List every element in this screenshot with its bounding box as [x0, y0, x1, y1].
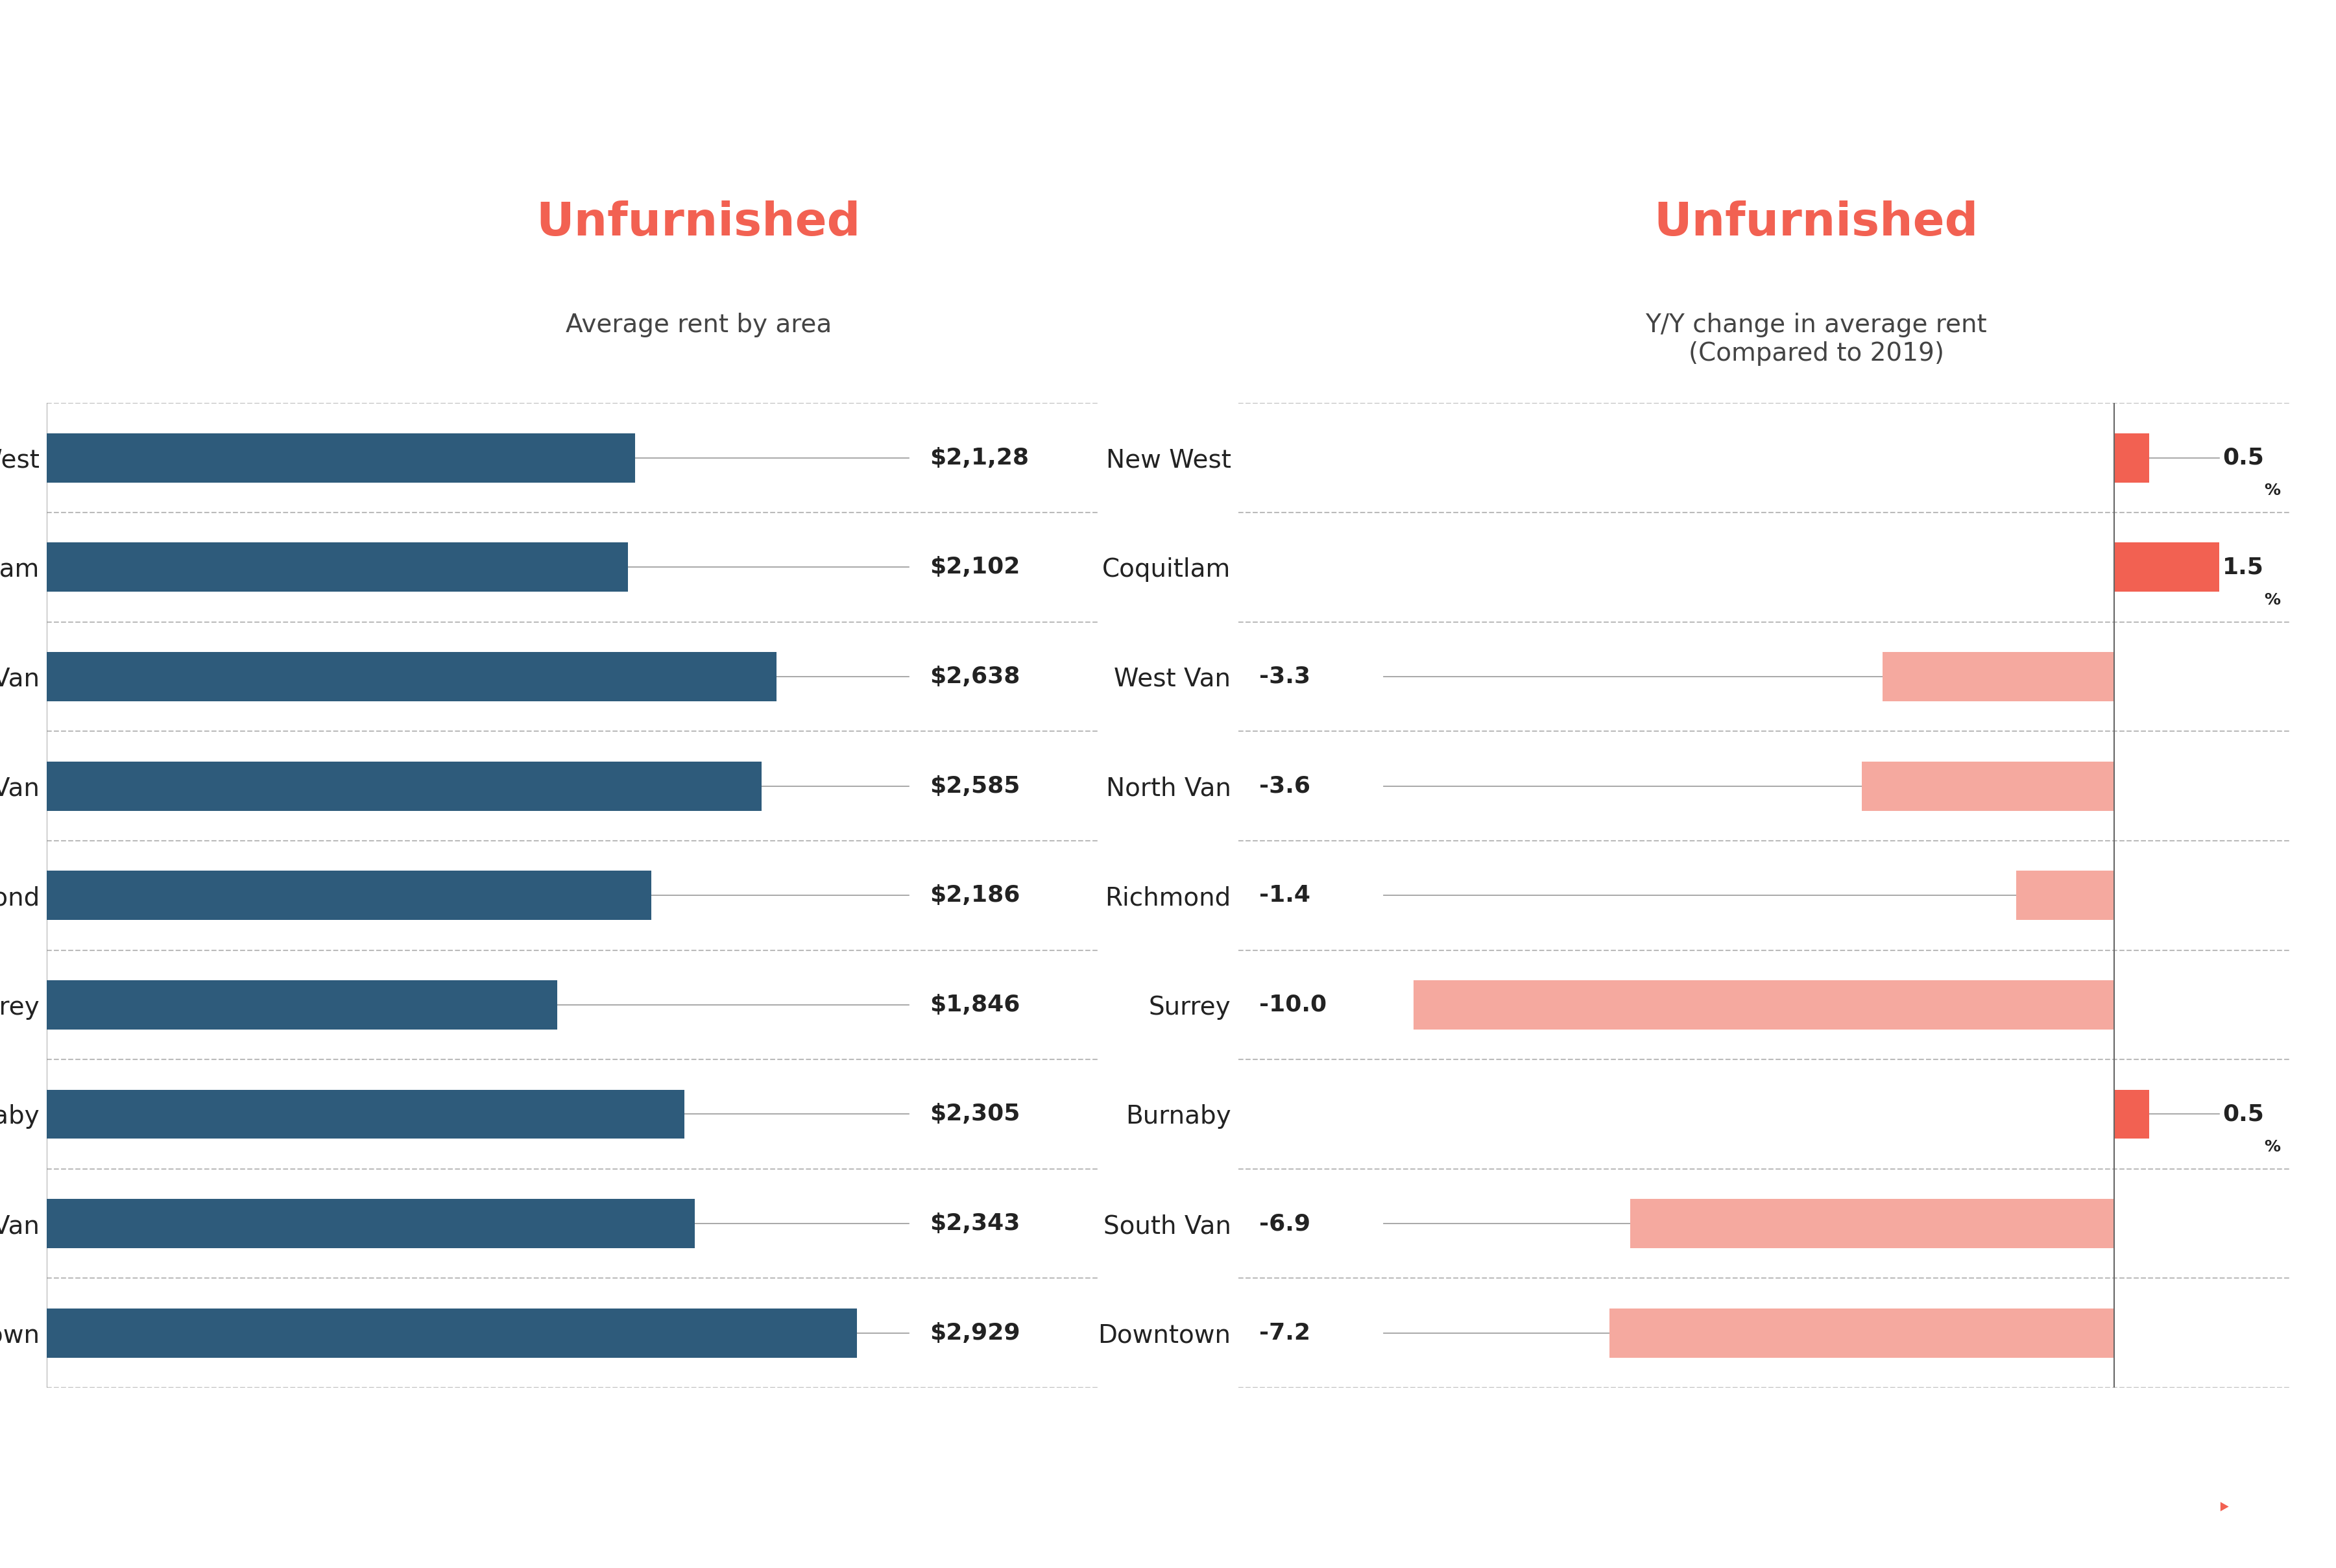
Bar [47, 980, 558, 1030]
Text: -7.2: -7.2 [1259, 1322, 1310, 1344]
Text: $2,1,28: $2,1,28 [930, 447, 1028, 469]
Text: SOURCE:: SOURCE: [58, 1499, 166, 1519]
Bar [47, 1200, 694, 1248]
Text: Y/Y change in average rent
(Compared to 2019): Y/Y change in average rent (Compared to … [1645, 312, 1988, 365]
Text: -6.9: -6.9 [1259, 1212, 1310, 1234]
Bar [47, 870, 652, 920]
Bar [2016, 870, 2114, 920]
Text: -1.4: -1.4 [1259, 884, 1310, 906]
Text: 1.  Renters moving away from city centres: 1. Renters moving away from city centres [49, 47, 1128, 91]
Bar [47, 762, 762, 811]
Text: $2,638: $2,638 [930, 665, 1021, 688]
Text: Unfurnished: Unfurnished [537, 201, 860, 245]
Text: liv.rent, Craigslist, Rentals.ca, and Zumper: liv.rent, Craigslist, Rentals.ca, and Zu… [199, 1499, 666, 1519]
Bar [47, 1308, 857, 1358]
Bar [2114, 543, 2219, 591]
Text: $2,585: $2,585 [930, 775, 1021, 797]
Text: 0.5: 0.5 [2224, 447, 2264, 469]
Text: 0.5: 0.5 [2224, 1104, 2264, 1126]
Text: -10.0: -10.0 [1259, 994, 1327, 1016]
Text: $2,929: $2,929 [930, 1322, 1021, 1344]
Text: -3.3: -3.3 [1259, 665, 1310, 688]
Text: $2,305: $2,305 [930, 1104, 1021, 1126]
Bar [1610, 1308, 2114, 1358]
Bar [1413, 980, 2114, 1030]
Bar [47, 543, 628, 591]
Bar [2114, 1090, 2149, 1138]
Text: liv: liv [2243, 1496, 2278, 1523]
Text: $2,343: $2,343 [930, 1212, 1021, 1234]
Text: 1.5: 1.5 [2224, 557, 2264, 579]
Bar [2114, 433, 2149, 483]
Text: %: % [2264, 593, 2280, 608]
Text: $2,102: $2,102 [930, 557, 1021, 579]
Text: Average rent by area: Average rent by area [565, 312, 832, 337]
Text: Unfurnished: Unfurnished [1654, 201, 1979, 245]
Text: $1,846: $1,846 [930, 994, 1021, 1016]
Bar [47, 433, 635, 483]
Text: ‣: ‣ [2217, 1497, 2231, 1521]
Text: %: % [2264, 1140, 2280, 1154]
Text: %: % [2264, 483, 2280, 499]
Text: $2,186: $2,186 [930, 884, 1021, 906]
Bar [47, 1090, 684, 1138]
Text: -3.6: -3.6 [1259, 775, 1310, 797]
Bar [1631, 1200, 2114, 1248]
Bar [1862, 762, 2114, 811]
Bar [1883, 652, 2114, 701]
Bar [47, 652, 776, 701]
